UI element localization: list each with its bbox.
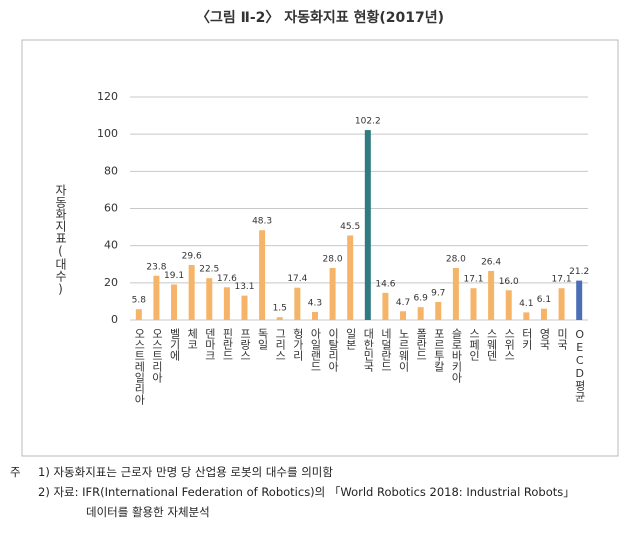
value-label: 6.1: [537, 295, 551, 305]
x-tick-label: 벨기에: [168, 328, 181, 362]
bar: [364, 130, 371, 320]
chart-frame: [21, 39, 619, 457]
value-label: 13.1: [234, 282, 254, 292]
x-tick-label: 체코: [186, 328, 199, 350]
x-tick-label: 덴마크: [203, 328, 216, 361]
notes: 주 1) 자동화지표는 근로자 만명 당 산업용 로봇의 대수를 의미함 2) 자…: [10, 462, 630, 522]
x-tick-label: 네덜란드: [379, 328, 392, 372]
x-tick-label: 일본: [344, 327, 357, 350]
x-tick-label: 프랑스: [239, 328, 252, 361]
bar: [206, 278, 213, 320]
x-tick-label: 노르웨이: [397, 328, 410, 373]
value-label: 17.4: [287, 274, 307, 284]
value-label: 16.0: [499, 277, 519, 287]
bar: [188, 264, 195, 320]
x-tick-label: 폴란드: [415, 328, 428, 361]
y-tick-label: 0: [111, 313, 118, 326]
bar: [452, 267, 459, 320]
chart: 〈그림 Ⅱ-2〉 자동화지표 현황(2017년) 자동화지표(대수) 0 20 40…: [21, 9, 619, 457]
value-label: 21.2: [569, 267, 589, 277]
bar: [435, 301, 442, 320]
note: 2) 자료: IFR(International Federation of R…: [38, 485, 575, 499]
bar: [470, 288, 477, 320]
bar: [259, 230, 266, 320]
bar: [382, 292, 389, 320]
x-tick-label: 터키: [520, 328, 533, 350]
bar: [558, 288, 565, 320]
bar: [241, 295, 248, 320]
bar: [294, 287, 301, 320]
value-label: 48.3: [252, 217, 272, 227]
value-label: 5.8: [132, 296, 147, 306]
bar: [400, 311, 407, 320]
x-tick-label: 아일랜드: [309, 328, 322, 372]
x-tick-label: 그리스: [274, 328, 287, 361]
note: 데이터를 활용한 자체분석: [86, 505, 210, 519]
y-axis-label: 자동화지표(대수): [54, 184, 68, 296]
value-label: 4.3: [308, 299, 322, 309]
x-tick-label: 슬로바키아: [450, 328, 463, 384]
x-tick-label: 오스트리아: [150, 328, 163, 384]
bar: [171, 284, 178, 320]
value-label: 29.6: [182, 251, 202, 261]
x-tick-label: 포르투칼: [432, 328, 445, 372]
bar: [523, 312, 530, 320]
note-label: 주: [10, 465, 21, 479]
bar: [488, 270, 495, 320]
value-label: 1.5: [273, 304, 287, 314]
x-tick-label: 이탈리아: [327, 328, 340, 373]
value-label: 28.0: [446, 254, 466, 264]
y-tick-label: 80: [104, 164, 118, 177]
bar: [311, 312, 318, 320]
x-tick-label: 스웨덴: [485, 328, 498, 361]
y-tick-label: 20: [104, 276, 118, 289]
bar: [153, 275, 160, 320]
y-tick-label: 40: [104, 239, 118, 252]
x-tick-label: 헝가리: [291, 328, 304, 361]
bar: [417, 307, 424, 320]
y-tick-label: 100: [97, 127, 118, 140]
x-tick-label: 미국: [556, 328, 569, 350]
value-label: 19.1: [164, 271, 184, 281]
value-label: 14.6: [375, 279, 395, 289]
value-label: 4.7: [396, 298, 410, 308]
value-label: 22.5: [199, 265, 219, 275]
x-tick-label: 스페인: [468, 328, 481, 361]
x-tick-label: OECD평균: [573, 328, 586, 402]
bar: [576, 280, 583, 320]
y-tick-label: 60: [104, 202, 118, 215]
value-label: 23.8: [146, 262, 166, 272]
bar: [347, 235, 354, 320]
bar: [505, 290, 512, 320]
value-label: 17.1: [463, 275, 483, 285]
bar: [223, 287, 230, 320]
value-label: 9.7: [431, 288, 445, 298]
value-label: 17.1: [552, 275, 572, 285]
value-label: 45.5: [340, 222, 360, 232]
bar: [540, 308, 547, 320]
x-tick-label: 영국: [538, 328, 551, 350]
x-tick-label: 스위스: [503, 328, 516, 361]
y-tick-label: 120: [97, 90, 118, 103]
value-label: 17.6: [217, 274, 237, 284]
x-tick-label: 대한민국: [362, 328, 375, 372]
bar: [329, 267, 336, 320]
value-label: 4.1: [519, 299, 533, 309]
x-tick-label: 핀란드: [221, 328, 234, 361]
bar: [276, 317, 283, 320]
value-label: 28.0: [323, 254, 343, 264]
x-tick-label: 오스트레일리아: [133, 328, 146, 406]
value-label: 102.2: [355, 117, 381, 127]
note: 1) 자동화지표는 근로자 만명 당 산업용 로봇의 대수를 의미함: [38, 465, 333, 479]
x-tick-label: 독일: [256, 328, 269, 350]
value-label: 26.4: [481, 257, 501, 267]
chart-title: 〈그림 Ⅱ-2〉 자동화지표 현황(2017년): [196, 9, 444, 26]
bar: [135, 309, 142, 320]
value-label: 6.9: [413, 294, 428, 304]
